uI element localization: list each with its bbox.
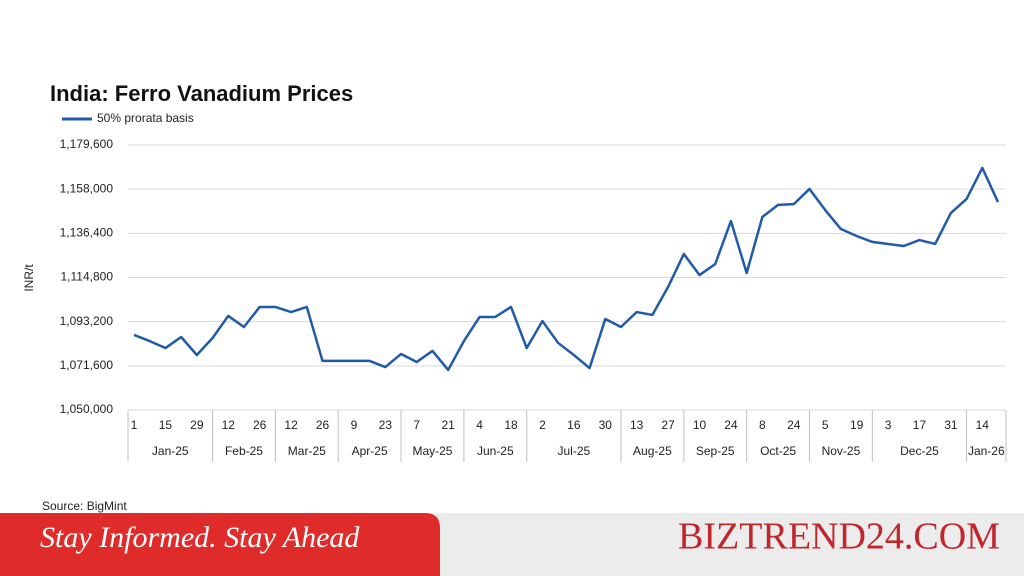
x-tick-label: 24 (724, 418, 738, 432)
x-tick-label: 15 (159, 418, 173, 432)
x-tick-label: 30 (599, 418, 613, 432)
x-tick-label: 12 (284, 418, 298, 432)
x-tick-label: 24 (787, 418, 801, 432)
x-tick-label: 2 (539, 418, 546, 432)
x-group-label: Dec-25 (900, 444, 939, 458)
y-tick-label: 1,050,000 (60, 402, 114, 416)
y-tick-label: 1,179,600 (60, 137, 114, 151)
y-tick-label: 1,093,200 (60, 314, 114, 328)
x-tick-label: 19 (850, 418, 864, 432)
tagline-box (0, 513, 440, 576)
x-tick-label: 10 (693, 418, 707, 432)
chart-title: India: Ferro Vanadium Prices (50, 81, 353, 106)
x-tick-label: 9 (351, 418, 358, 432)
x-tick-label: 8 (759, 418, 766, 432)
x-tick-label: 18 (504, 418, 518, 432)
x-group-label: Jan-26 (968, 444, 1005, 458)
x-tick-label: 23 (379, 418, 393, 432)
x-tick-label: 16 (567, 418, 581, 432)
y-axis-label: INR/t (22, 264, 36, 292)
x-tick-label: 14 (976, 418, 990, 432)
x-tick-label: 13 (630, 418, 644, 432)
x-tick-label: 5 (822, 418, 829, 432)
x-tick-label: 3 (885, 418, 892, 432)
x-group-label: Oct-25 (760, 444, 796, 458)
x-tick-label: 21 (442, 418, 456, 432)
tagline: Stay Informed. Stay Ahead (40, 521, 360, 554)
brand: BIZTREND24.COM (678, 516, 1000, 558)
legend-label: 50% prorata basis (97, 111, 194, 125)
x-group-label: Apr-25 (352, 444, 388, 458)
x-tick-label: 4 (476, 418, 483, 432)
x-group-label: Feb-25 (225, 444, 263, 458)
x-tick-label: 26 (253, 418, 267, 432)
price-line (133, 166, 1000, 372)
x-group-label: Mar-25 (288, 444, 326, 458)
y-tick-label: 1,114,800 (61, 270, 114, 284)
y-tick-label: 1,158,000 (60, 181, 114, 195)
x-group-label: Nov-25 (822, 444, 861, 458)
x-group-label: Jun-25 (477, 444, 514, 458)
x-tick-label: 7 (413, 418, 420, 432)
x-group-label: Jul-25 (558, 444, 591, 458)
x-tick-label: 26 (316, 418, 330, 432)
y-tick-label: 1,136,400 (60, 226, 114, 240)
x-tick-label: 1 (131, 418, 138, 432)
x-group-label: Aug-25 (633, 444, 672, 458)
x-group-label: May-25 (412, 444, 452, 458)
x-tick-label: 17 (913, 418, 927, 432)
source: Source: BigMint (42, 499, 127, 513)
x-tick-label: 31 (944, 418, 958, 432)
x-tick-label: 12 (222, 418, 236, 432)
x-group-label: Jan-25 (152, 444, 189, 458)
x-group-label: Sep-25 (696, 444, 735, 458)
x-tick-label: 27 (661, 418, 675, 432)
y-tick-label: 1,071,600 (60, 358, 114, 372)
x-tick-label: 29 (190, 418, 204, 432)
